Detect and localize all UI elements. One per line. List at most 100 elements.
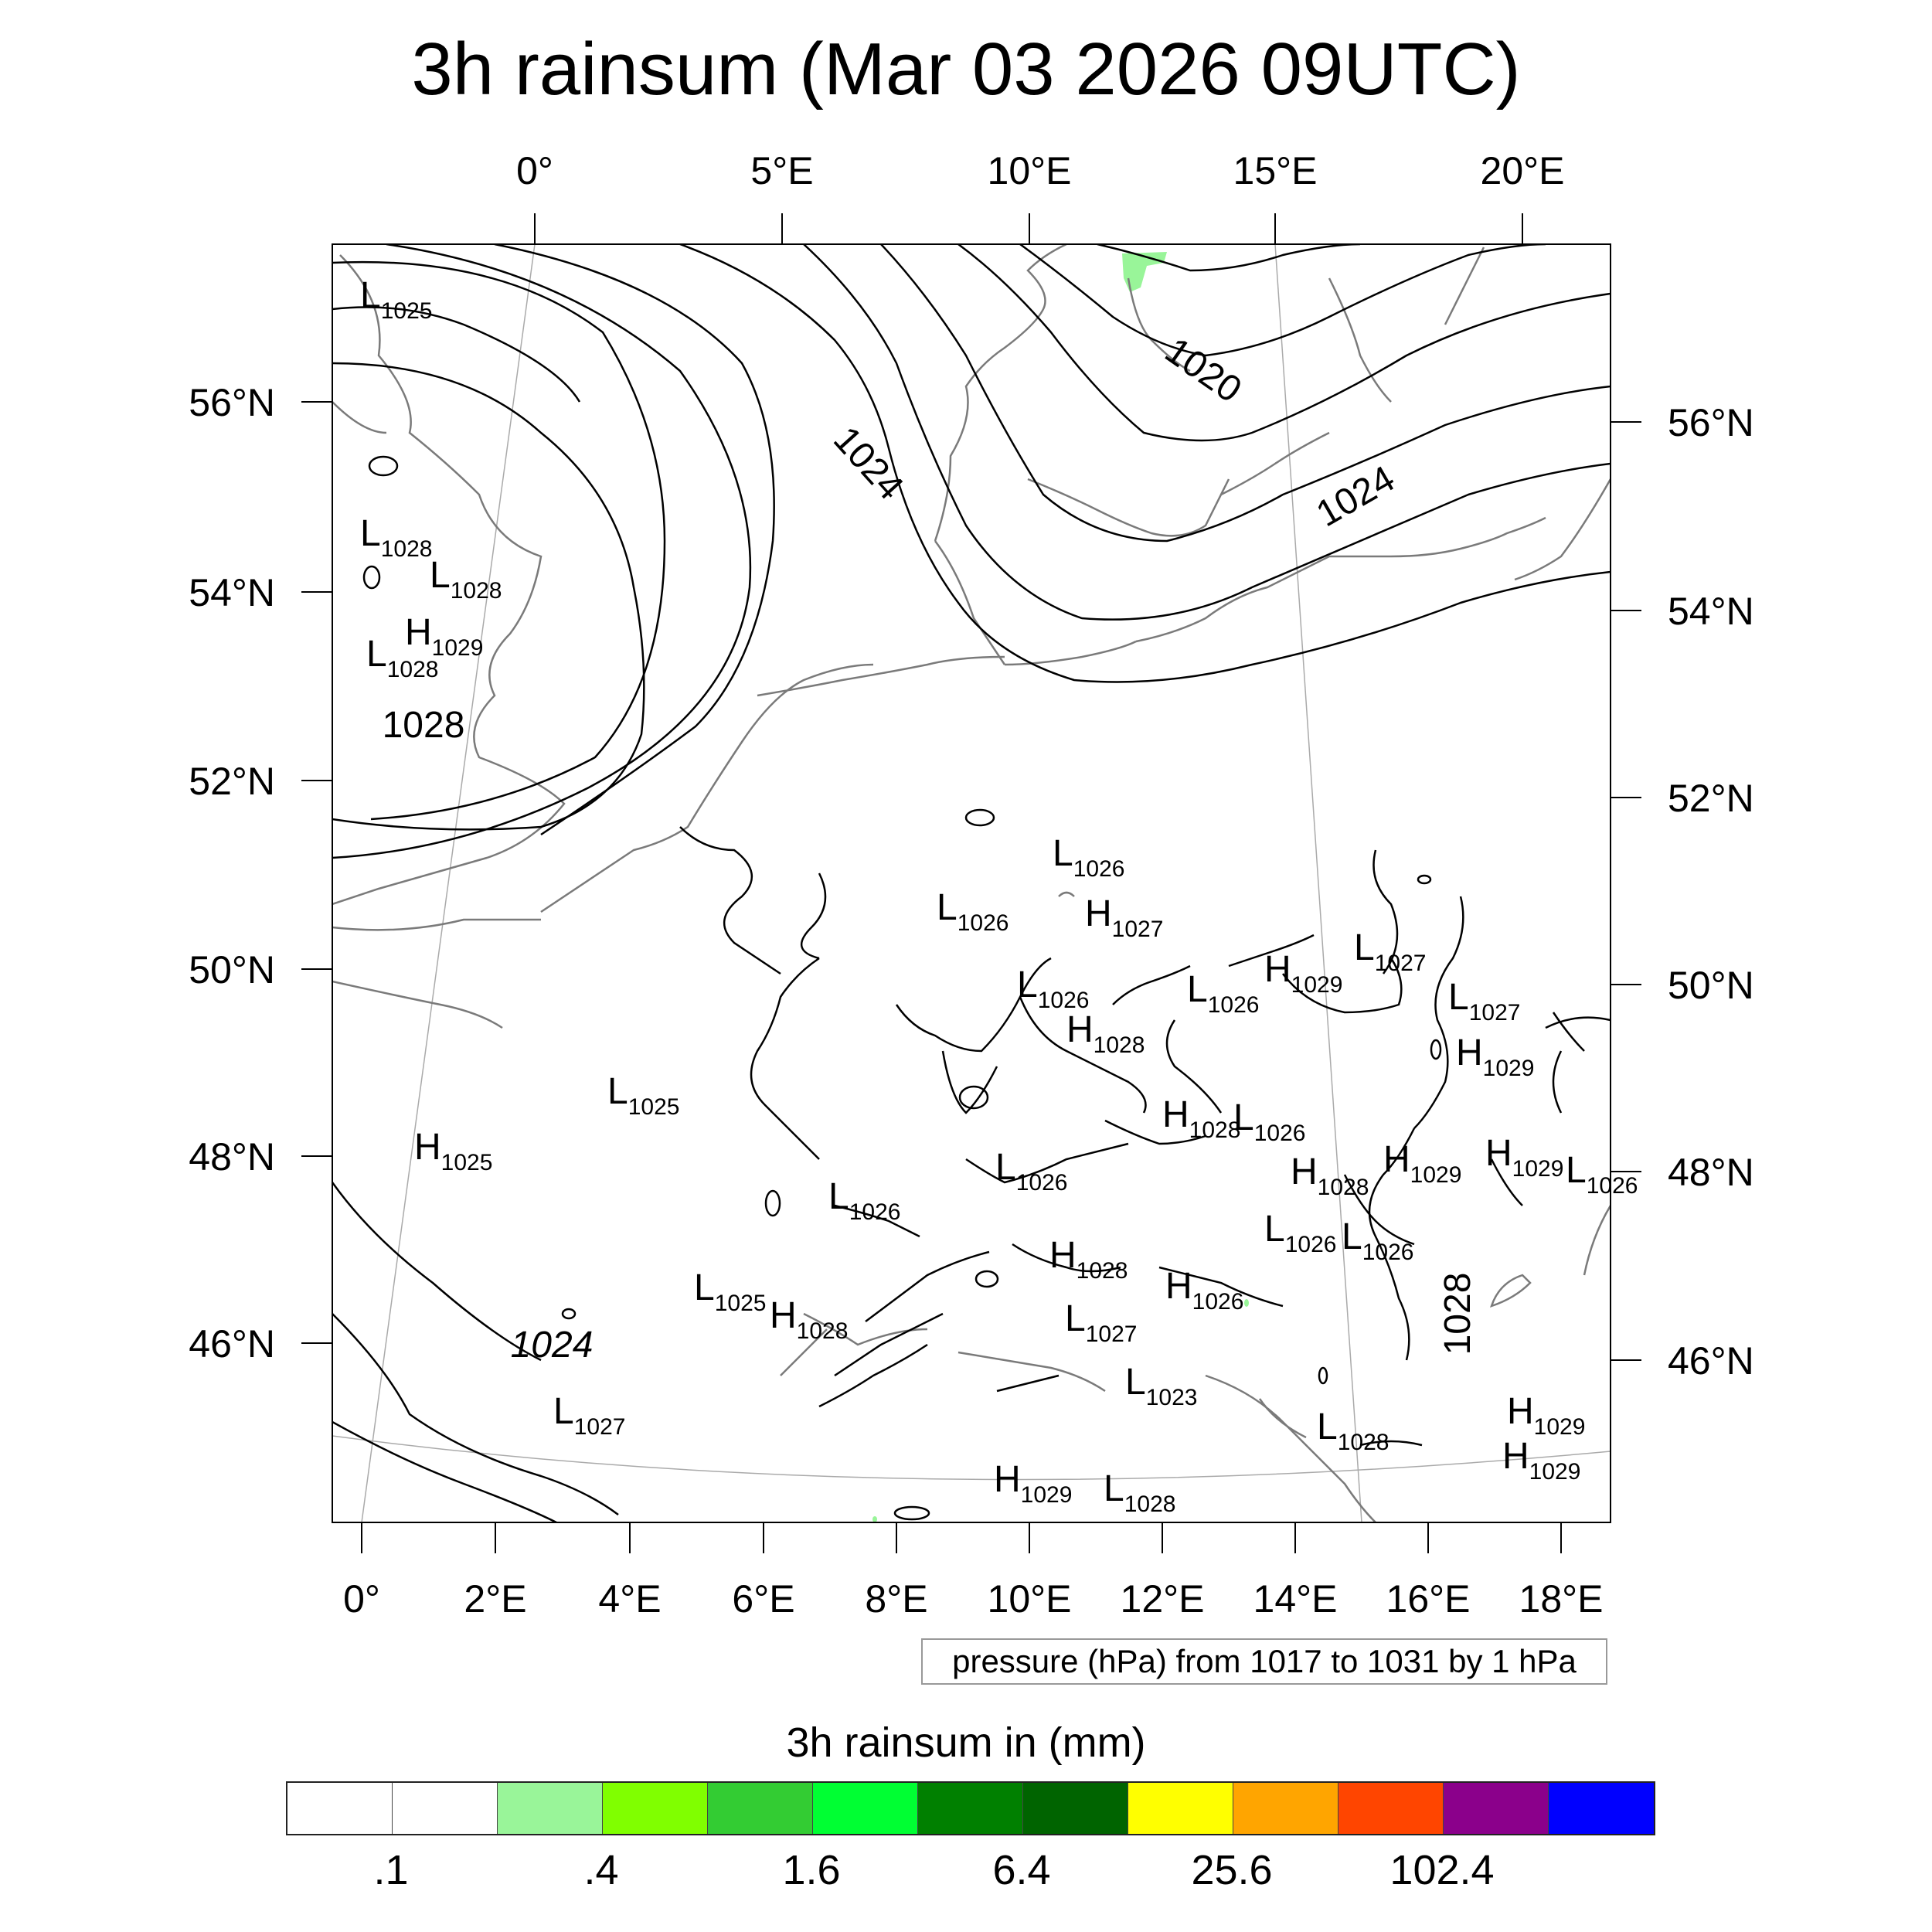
pressure-center-label: L1023	[1125, 1362, 1197, 1410]
isobar-label: 1024	[511, 1325, 594, 1366]
colorbar-swatch	[918, 1783, 1023, 1834]
pressure-center-label: H1029	[1383, 1139, 1461, 1188]
lat-label: 46°N	[189, 1322, 275, 1366]
lat-label: 52°N	[1668, 777, 1754, 820]
isobars	[332, 244, 1611, 1522]
pressure-center-label: H1029	[1264, 949, 1342, 998]
pressure-center-label: L1026	[937, 887, 1009, 936]
colorbar-swatch	[1444, 1783, 1549, 1834]
lat-label: 54°N	[189, 571, 275, 614]
colorbar-swatch	[603, 1783, 708, 1834]
pressure-center-label: L1028	[366, 634, 438, 682]
pressure-center-label: L1027	[553, 1391, 625, 1440]
pressure-center-label: L1025	[607, 1071, 679, 1120]
pressure-center-label: L1026	[995, 1147, 1067, 1196]
pressure-center-label: L1026	[828, 1176, 900, 1225]
colorbar-tick-label: 6.4	[992, 1847, 1051, 1893]
pressure-center-label: L1026	[1017, 964, 1089, 1013]
lon-label: 4°E	[598, 1577, 661, 1621]
contour-info-box: pressure (hPa) from 1017 to 1031 by 1 hP…	[921, 1638, 1607, 1685]
lon-label: 18°E	[1519, 1577, 1604, 1621]
map-frame	[332, 243, 1611, 1523]
pressure-center-label: H1029	[1485, 1133, 1563, 1182]
colorbar-swatch	[393, 1783, 498, 1834]
bottom-longitude-labels: 0° 2°E 4°E 6°E 8°E 10°E 12°E 14°E 16°E 1…	[343, 1577, 1603, 1621]
left-latitude-labels: 56°N 54°N 52°N 50°N 48°N 46°N	[189, 381, 275, 1366]
tick-marks	[301, 213, 1641, 1553]
lon-label: 14°E	[1253, 1577, 1338, 1621]
map-title: 3h rainsum (Mar 03 2026 09UTC)	[411, 28, 1521, 111]
colorbar-swatch	[1338, 1783, 1444, 1834]
lat-label: 50°N	[189, 948, 275, 992]
lon-label: 10°E	[988, 149, 1072, 192]
lon-label: 10°E	[988, 1577, 1072, 1621]
closed-isobars	[362, 455, 1442, 1521]
map-background	[332, 244, 1611, 1522]
lon-label: 12°E	[1121, 1577, 1205, 1621]
pressure-center-label: H1027	[1085, 893, 1163, 942]
pressure-center-label: H1028	[770, 1295, 848, 1344]
pressure-center-label: H1029	[1507, 1391, 1585, 1440]
pressure-center-label: L1028	[1104, 1468, 1175, 1517]
lon-label: 16°E	[1386, 1577, 1471, 1621]
lat-label: 52°N	[189, 760, 275, 803]
pressure-center-label: H1029	[1456, 1032, 1534, 1081]
colorbar-swatch	[1233, 1783, 1338, 1834]
coastlines	[332, 244, 1611, 1522]
pressure-center-label: H1029	[994, 1459, 1072, 1508]
lat-label: 48°N	[1668, 1151, 1754, 1194]
pressure-center-label: L1026	[1264, 1209, 1336, 1257]
colorbar-swatch	[287, 1783, 393, 1834]
lon-label: 8°E	[865, 1577, 927, 1621]
pressure-center-label: H1028	[1049, 1235, 1128, 1284]
colorbar-tick-label: 25.6	[1191, 1847, 1273, 1893]
lon-label: 20°E	[1481, 149, 1565, 192]
pressure-center-label: L1027	[1448, 977, 1520, 1026]
lon-label: 0°	[343, 1577, 380, 1621]
pressure-center-label: H1029	[1502, 1436, 1580, 1485]
colorbar-swatch	[708, 1783, 813, 1834]
lat-label: 56°N	[189, 381, 275, 424]
lat-label: 46°N	[1668, 1339, 1754, 1383]
colorbar-tick-labels: .1 .4 1.6 6.4 25.6 102.4	[0, 1843, 1932, 1905]
lon-label: 6°E	[732, 1577, 794, 1621]
pressure-center-label: L1026	[1187, 969, 1259, 1018]
lon-label: 15°E	[1233, 149, 1318, 192]
lat-label: 48°N	[189, 1135, 275, 1179]
colorbar-tick-label: 1.6	[782, 1847, 841, 1893]
pressure-center-label: L1028	[1317, 1406, 1389, 1455]
colorbar-swatch	[1023, 1783, 1128, 1834]
pressure-center-label: L1026	[1342, 1216, 1413, 1265]
colorbar-tick-label: .1	[373, 1847, 409, 1893]
pressure-center-label: H1029	[405, 612, 483, 661]
lat-label: 56°N	[1668, 401, 1754, 444]
colorbar	[286, 1781, 1655, 1835]
pressure-center-label: H1028	[1066, 1009, 1145, 1058]
colorbar-tick-label: .4	[583, 1847, 619, 1893]
lat-label: 54°N	[1668, 590, 1754, 633]
right-latitude-labels: 56°N 54°N 52°N 50°N 48°N 46°N	[1668, 401, 1754, 1383]
lon-label: 0°	[516, 149, 553, 192]
pressure-center-label: L1025	[694, 1267, 766, 1316]
lon-label: 2°E	[464, 1577, 526, 1621]
lon-label: 5°E	[750, 149, 813, 192]
colorbar-swatch	[813, 1783, 918, 1834]
pressure-center-label: H1026	[1165, 1266, 1243, 1315]
pressure-center-label: L1027	[1354, 927, 1426, 976]
isobar-label: 1028	[1437, 1273, 1478, 1355]
pressure-center-label: L1026	[1233, 1097, 1305, 1146]
colorbar-swatch	[498, 1783, 603, 1834]
colorbar-swatch	[1128, 1783, 1233, 1834]
pressure-center-label: L1028	[360, 513, 432, 562]
pressure-center-label: L1026	[1566, 1150, 1638, 1199]
colorbar-tick-label: 102.4	[1389, 1847, 1495, 1893]
graticule	[332, 244, 1611, 1522]
pressure-center-label: L1026	[1053, 833, 1124, 882]
lat-label: 50°N	[1668, 964, 1754, 1007]
colorbar-title: 3h rainsum in (mm)	[786, 1719, 1146, 1766]
pressure-center-label: H1028	[1162, 1094, 1240, 1143]
isobar-label: 1028	[383, 705, 465, 746]
precipitation-patches	[872, 252, 1249, 1522]
